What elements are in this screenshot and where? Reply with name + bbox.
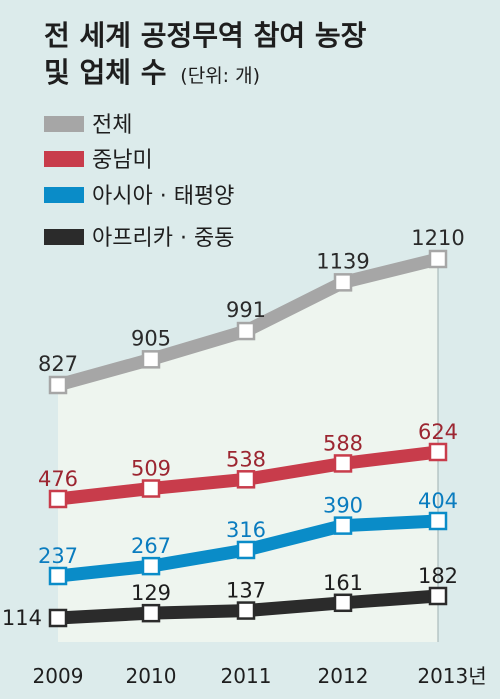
data-point bbox=[236, 470, 256, 489]
data-label: 267 bbox=[131, 534, 171, 558]
data-point bbox=[428, 249, 448, 269]
data-label: 476 bbox=[38, 467, 78, 491]
series-markers bbox=[48, 249, 448, 628]
data-label: 905 bbox=[131, 326, 171, 350]
data-point bbox=[141, 556, 161, 576]
legend-label: 중남미 bbox=[92, 148, 153, 173]
data-label: 991 bbox=[226, 298, 266, 322]
data-label: 538 bbox=[226, 447, 266, 471]
x-tick-label: 2012 bbox=[318, 664, 369, 688]
data-label: 1210 bbox=[411, 226, 464, 250]
data-label: 1139 bbox=[316, 249, 369, 273]
chart-title-line1: 전 세계 공정무역 참여 농장 bbox=[44, 19, 367, 52]
data-label: 509 bbox=[131, 457, 171, 481]
data-label: 404 bbox=[418, 489, 458, 513]
legend-swatch bbox=[44, 151, 84, 167]
chart-title-line2: 및 업체 수 (단위: 개) bbox=[44, 56, 260, 89]
x-tick-label: 2013년 bbox=[417, 664, 486, 688]
data-label: 137 bbox=[226, 579, 266, 603]
data-point bbox=[141, 350, 161, 369]
data-point bbox=[48, 608, 68, 628]
data-label: 827 bbox=[38, 352, 78, 376]
total-series-area bbox=[58, 259, 438, 642]
data-point bbox=[333, 454, 353, 473]
x-axis-ticks: 2009 2010 2011 2012 2013년 bbox=[33, 664, 487, 688]
data-label: 316 bbox=[226, 518, 266, 542]
data-point bbox=[428, 586, 448, 606]
data-label: 624 bbox=[418, 420, 458, 444]
data-point bbox=[428, 442, 448, 462]
data-point bbox=[48, 375, 68, 395]
data-point bbox=[48, 489, 68, 509]
data-label: 182 bbox=[418, 564, 458, 588]
data-label: 390 bbox=[323, 494, 363, 518]
legend-swatch bbox=[44, 187, 84, 203]
data-label: 237 bbox=[38, 544, 78, 568]
data-labels: 827 905 991 1139 1210 476 509 538 588 624 237 267 31… bbox=[2, 226, 465, 630]
chart-title-line2-text: 및 업체 수 bbox=[44, 56, 167, 89]
data-point bbox=[141, 479, 161, 498]
data-point bbox=[333, 273, 353, 292]
x-tick-label: 2010 bbox=[126, 664, 177, 688]
data-point bbox=[236, 601, 256, 620]
x-tick-label: 2011 bbox=[221, 664, 272, 688]
unit-label: (단위: 개) bbox=[180, 65, 260, 87]
data-point bbox=[236, 321, 256, 341]
data-point bbox=[236, 540, 256, 560]
data-point bbox=[428, 511, 448, 531]
x-tick-label: 2009 bbox=[33, 664, 84, 688]
data-label: 114 bbox=[2, 606, 42, 630]
data-label: 161 bbox=[323, 571, 363, 595]
legend-label: 전체 bbox=[92, 113, 132, 138]
data-point bbox=[48, 566, 68, 586]
legend-label: 아시아 · 태평양 bbox=[92, 184, 234, 209]
data-point bbox=[333, 593, 353, 613]
data-label: 129 bbox=[131, 581, 171, 605]
legend-swatch bbox=[44, 229, 84, 245]
legend-label: 아프리카 · 중동 bbox=[92, 226, 234, 251]
data-point bbox=[141, 603, 161, 623]
data-label: 588 bbox=[323, 431, 363, 455]
data-point bbox=[333, 516, 353, 535]
legend-swatch bbox=[44, 116, 84, 132]
